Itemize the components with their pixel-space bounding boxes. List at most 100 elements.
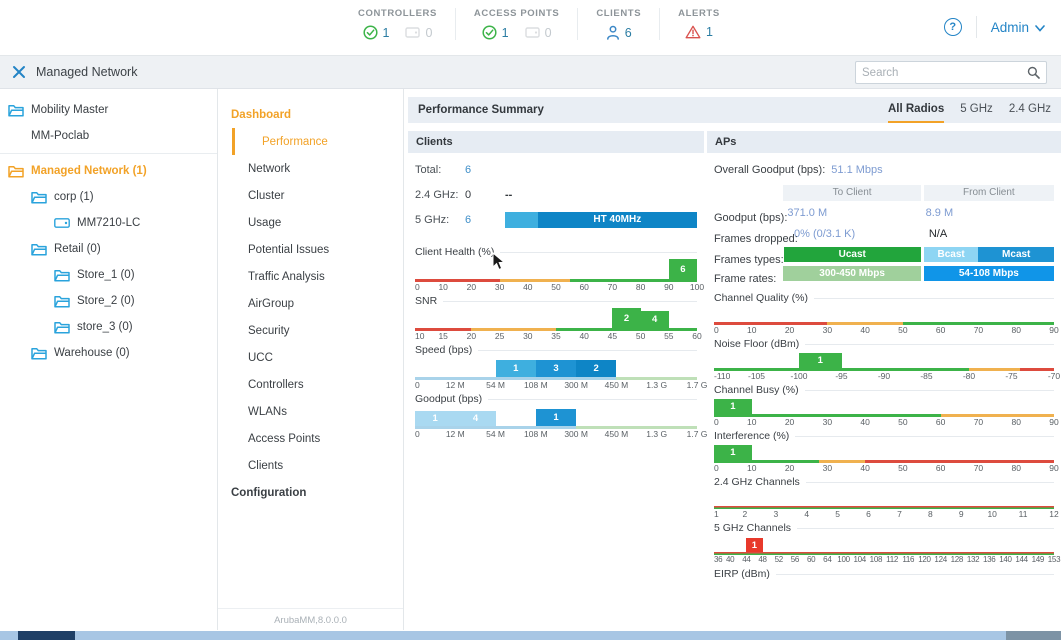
tree-item-retail-0[interactable]: Retail (0) bbox=[0, 236, 217, 262]
nav-item-performance[interactable]: Performance bbox=[232, 128, 403, 155]
cell-value: 8.9 M bbox=[925, 207, 954, 219]
tick-label: 50 bbox=[898, 417, 908, 427]
tab-5-ghz[interactable]: 5 GHz bbox=[960, 103, 993, 115]
table-row: Goodput (bps): 371.0 M 8.9 M bbox=[714, 205, 1054, 224]
histogram-bar[interactable]: 4 bbox=[455, 411, 496, 426]
tree-item-store-3-0[interactable]: store_3 (0) bbox=[0, 314, 217, 340]
stat-alerts: ALERTS 1 bbox=[659, 8, 738, 40]
cell-to-client: 371.0 M bbox=[787, 205, 922, 222]
stat-counter[interactable]: 6 bbox=[606, 25, 632, 40]
histogram-bar[interactable]: 1 bbox=[535, 409, 576, 426]
nav-item-access-points[interactable]: Access Points bbox=[248, 432, 321, 445]
nav-item-traffic-analysis[interactable]: Traffic Analysis bbox=[248, 270, 325, 283]
histogram-5-ghz-channels: 5 GHz Channels 1 36 40 44 48 52 56 60 64 100 104 108… bbox=[714, 521, 1061, 566]
nav-item-security[interactable]: Security bbox=[248, 324, 290, 337]
nav-item-airgroup[interactable]: AirGroup bbox=[248, 297, 295, 310]
tree-item-store-2-0[interactable]: Store_2 (0) bbox=[0, 288, 217, 314]
folder-icon bbox=[8, 165, 24, 178]
axis-line bbox=[969, 368, 1020, 371]
tick-label: 1.7 G bbox=[686, 429, 708, 439]
tick-label: 50 bbox=[898, 463, 908, 473]
stat-counter[interactable]: 1 bbox=[482, 25, 509, 40]
cell-from-client: 54-108 Mbps bbox=[923, 266, 1054, 281]
cell-value: 371.0 M bbox=[787, 207, 828, 219]
device-faded-icon bbox=[405, 27, 421, 38]
tick-label: 10 bbox=[987, 509, 997, 519]
histogram-bar[interactable]: 1 bbox=[415, 411, 456, 426]
histogram-title: Client Health (%) bbox=[415, 245, 697, 259]
tree-item-label: Retail (0) bbox=[54, 243, 101, 255]
nav-item-dashboard[interactable]: Dashboard bbox=[231, 108, 292, 121]
tree-item-label: Mobility Master bbox=[31, 104, 109, 116]
nav-item-cluster[interactable]: Cluster bbox=[248, 189, 285, 202]
close-icon[interactable] bbox=[12, 65, 26, 79]
tree-item-mobility-master[interactable]: Mobility Master bbox=[0, 97, 217, 123]
histogram-bar[interactable]: 1 bbox=[714, 445, 752, 460]
nav-item-controllers[interactable]: Controllers bbox=[248, 378, 304, 391]
tab-2-4-ghz[interactable]: 2.4 GHz bbox=[1008, 103, 1051, 115]
histogram-bar[interactable]: 1 bbox=[495, 360, 536, 377]
search-input[interactable] bbox=[862, 66, 1027, 79]
tree-item-mm7210-lc[interactable]: MM7210-LC bbox=[0, 210, 217, 236]
tick-label: 54 M bbox=[486, 429, 506, 439]
tick-label: 10 bbox=[747, 463, 757, 473]
user-menu[interactable]: Admin bbox=[991, 20, 1045, 35]
histogram-bar[interactable]: 2 bbox=[576, 360, 617, 377]
tree-item-store-1-0[interactable]: Store_1 (0) bbox=[0, 262, 217, 288]
cell-from-client: N/A bbox=[929, 226, 1054, 243]
axis-line bbox=[714, 506, 1054, 509]
axis-line bbox=[714, 322, 828, 325]
tree-item-mm-poclab[interactable]: MM-Poclab bbox=[0, 123, 217, 149]
tick-label: 124 bbox=[934, 555, 947, 564]
tick-label: 20 bbox=[784, 463, 795, 473]
tick-label: 50 bbox=[898, 325, 908, 335]
tick-label: 30 bbox=[822, 417, 833, 427]
nav-item-wlans[interactable]: WLANs bbox=[248, 405, 287, 418]
nav-item-usage[interactable]: Usage bbox=[248, 216, 282, 229]
top-right-controls: ? Admin bbox=[943, 16, 1045, 38]
stat-counter[interactable]: 1 bbox=[685, 25, 713, 39]
axis-ticks: 0 10 20 30 40 50 60 70 80 90 100 bbox=[415, 282, 704, 293]
nav-item-clients[interactable]: Clients bbox=[248, 459, 284, 472]
tick-label: 40 bbox=[860, 325, 870, 335]
scrollbar-corner bbox=[1006, 631, 1061, 640]
tree-item-corp-1[interactable]: corp (1) bbox=[0, 184, 217, 210]
stat-value: 1 bbox=[382, 25, 390, 40]
tick-label: 12 M bbox=[445, 429, 465, 439]
histogram-channel-busy: Channel Busy (%) 1 0 10 20 30 40 50 60 70 80 90 bbox=[714, 383, 1059, 428]
histogram-bar[interactable]: 1 bbox=[746, 538, 763, 552]
tree-item-label: Store_1 (0) bbox=[77, 269, 135, 281]
histogram-bar[interactable]: 1 bbox=[714, 399, 752, 414]
row-label: Frames types: bbox=[714, 254, 784, 266]
help-icon[interactable]: ? bbox=[943, 18, 962, 36]
stat-counter[interactable]: 0 bbox=[524, 25, 552, 40]
histogram-bar[interactable]: 3 bbox=[535, 360, 576, 377]
tick-label: 70 bbox=[607, 282, 618, 292]
nav-item-ucc[interactable]: UCC bbox=[248, 351, 273, 364]
histogram-bar[interactable]: 1 bbox=[799, 353, 842, 368]
tree-item-managed-network-1[interactable]: Managed Network (1) bbox=[0, 158, 217, 184]
stat-counter[interactable]: 1 bbox=[362, 25, 390, 40]
tick-label: 1.3 G bbox=[646, 429, 668, 439]
nav-item-potential-issues[interactable]: Potential Issues bbox=[248, 243, 330, 256]
histogram-title: SNR bbox=[415, 294, 697, 308]
stat-counter[interactable]: 0 bbox=[405, 25, 432, 40]
histogram-bar[interactable]: 6 bbox=[668, 259, 697, 279]
tick-label: 56 bbox=[790, 555, 800, 564]
axis-line bbox=[714, 552, 1054, 555]
tick-label: 60 bbox=[935, 417, 946, 427]
histogram-bar[interactable]: 2 bbox=[612, 308, 641, 328]
tick-label: 25 bbox=[494, 331, 505, 341]
tab-all-radios[interactable]: All Radios bbox=[887, 97, 945, 123]
scrollbar-thumb[interactable] bbox=[18, 631, 75, 640]
search-icon[interactable] bbox=[1027, 66, 1040, 79]
histogram-bar[interactable]: 4 bbox=[640, 311, 669, 328]
nav-item-network[interactable]: Network bbox=[248, 162, 291, 175]
cell-to-client: Ucast bbox=[783, 247, 921, 262]
axis-line bbox=[714, 460, 820, 463]
bar-segment-bcast: Bcast bbox=[923, 247, 979, 262]
tick-label: 450 M bbox=[604, 429, 629, 439]
nav-item-configuration[interactable]: Configuration bbox=[231, 486, 307, 499]
horizontal-scrollbar[interactable] bbox=[0, 631, 1061, 640]
tree-item-warehouse-0[interactable]: Warehouse (0) bbox=[0, 340, 217, 366]
